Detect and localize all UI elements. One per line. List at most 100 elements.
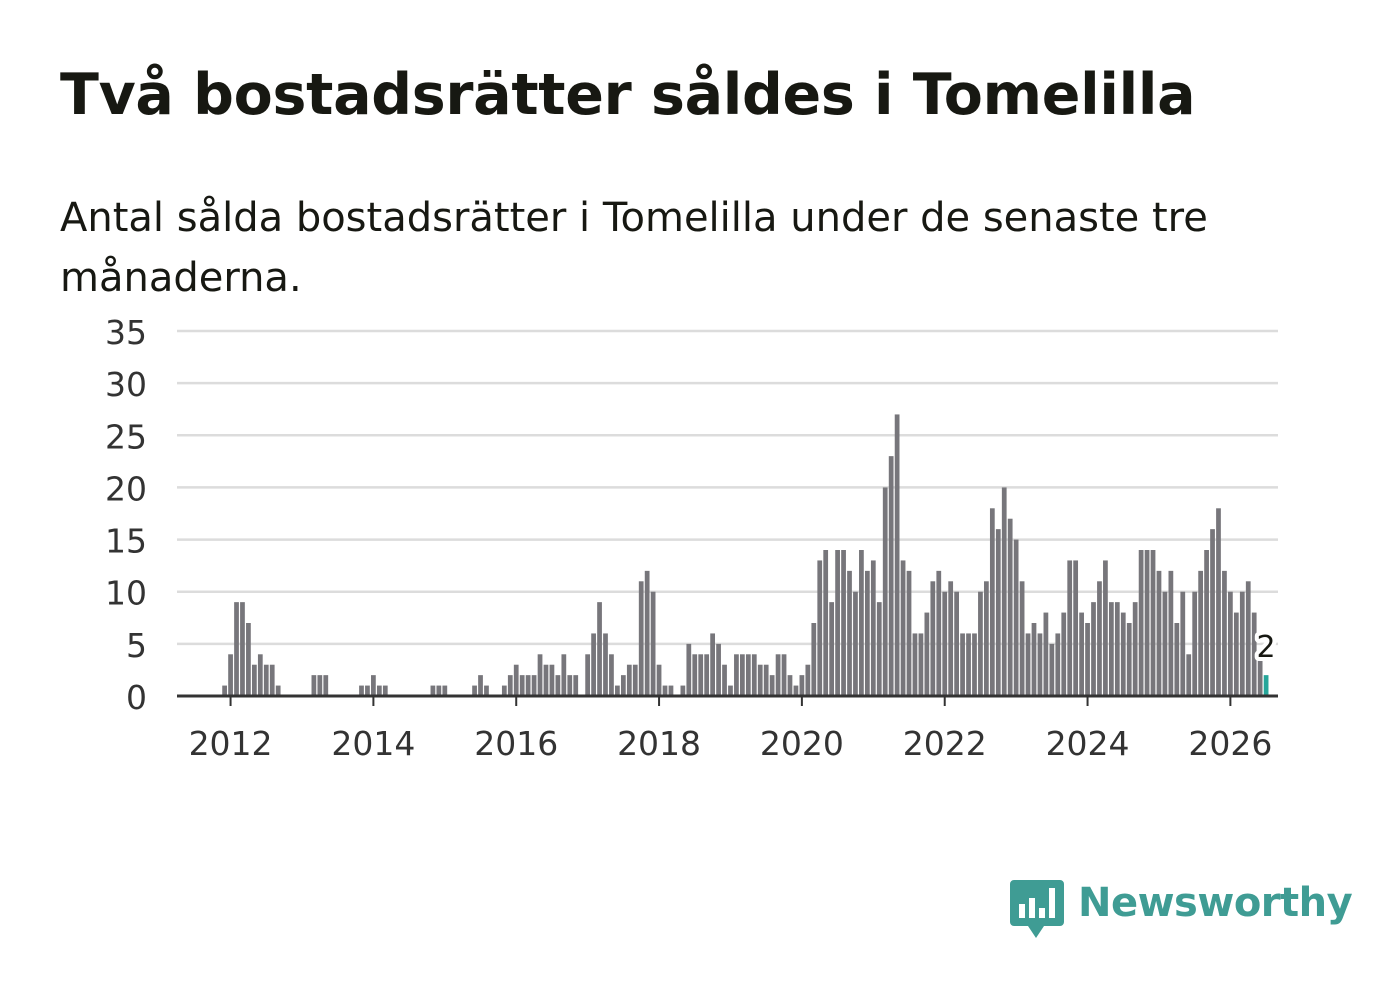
bar — [1007, 518, 1013, 696]
bar — [847, 570, 852, 696]
bar — [1251, 612, 1257, 696]
bar — [936, 570, 942, 696]
bar — [894, 414, 900, 696]
bar — [924, 612, 930, 696]
bar — [567, 675, 573, 696]
bar — [561, 654, 567, 696]
bar — [853, 591, 858, 696]
bar — [1001, 487, 1007, 696]
y-tick-label: 35 — [105, 313, 147, 352]
y-tick-label: 15 — [105, 522, 147, 561]
bar — [954, 591, 959, 696]
bar — [1239, 591, 1245, 696]
bar — [829, 602, 835, 696]
bar — [805, 664, 811, 696]
bar — [1150, 550, 1156, 696]
y-tick-label: 5 — [126, 626, 147, 665]
bar — [501, 685, 507, 696]
bar — [371, 675, 376, 696]
bar — [900, 560, 906, 696]
y-tick-label: 25 — [105, 417, 147, 456]
bar — [376, 685, 382, 696]
bar-chart-speech-bubble-icon — [1010, 880, 1064, 938]
bar — [775, 654, 781, 696]
bar — [1216, 508, 1221, 696]
x-tick-label: 2022 — [903, 724, 987, 763]
bar — [269, 664, 275, 696]
bar — [632, 664, 638, 696]
bar — [1228, 591, 1233, 696]
bar — [1073, 560, 1079, 696]
bar — [799, 675, 805, 696]
x-tick-label: 2026 — [1188, 724, 1272, 763]
bar — [620, 675, 626, 696]
bar — [817, 560, 823, 696]
bar — [1132, 602, 1138, 696]
bar — [1198, 570, 1204, 696]
bar — [531, 675, 537, 696]
bar — [1245, 581, 1251, 696]
bar — [793, 685, 799, 696]
bar — [484, 685, 489, 696]
data-label-halo: 2 — [1257, 630, 1276, 665]
bar — [537, 654, 543, 696]
chart-subtitle: Antal sålda bostadsrätter i Tomelilla un… — [60, 195, 1208, 301]
bar — [1091, 602, 1096, 696]
bar — [317, 675, 323, 696]
bar — [966, 633, 971, 696]
bar — [787, 675, 793, 696]
bar — [686, 643, 692, 696]
bar — [609, 654, 614, 696]
bar — [1162, 591, 1168, 696]
bar — [519, 675, 525, 696]
brand-logo: Newsworthy — [1010, 878, 1353, 942]
bar — [698, 654, 704, 696]
bar — [1233, 612, 1239, 696]
bar — [228, 654, 233, 696]
x-tick-label: 2024 — [1046, 724, 1130, 763]
bar — [751, 654, 757, 696]
bar — [1120, 612, 1126, 696]
bar — [1097, 581, 1102, 696]
bar — [1204, 550, 1209, 696]
bar — [769, 675, 775, 696]
bar — [359, 685, 364, 696]
bar — [626, 664, 632, 696]
bar — [1114, 602, 1120, 696]
bar — [728, 685, 733, 696]
bar — [1019, 581, 1025, 696]
bar — [841, 550, 846, 696]
bar — [989, 508, 995, 696]
bar — [311, 675, 317, 696]
bar — [543, 664, 549, 696]
bar — [864, 570, 870, 696]
bar — [734, 654, 739, 696]
bar — [740, 654, 745, 696]
bar — [960, 633, 965, 696]
bar — [870, 560, 876, 696]
bar — [722, 664, 727, 696]
bar — [930, 581, 936, 696]
bar — [638, 581, 644, 696]
bar — [573, 675, 579, 696]
x-tick-label: 2016 — [474, 724, 558, 763]
bar — [1061, 612, 1067, 696]
bar — [1067, 560, 1073, 696]
bar — [507, 675, 513, 696]
bar — [1174, 623, 1180, 696]
bar — [745, 654, 751, 696]
bar — [644, 570, 650, 696]
bar — [763, 664, 769, 696]
bar — [918, 633, 924, 696]
axes: 0 5 10 15 20 25 30 35 2012 2014 2016 2018 2020 2022 20… — [105, 313, 1278, 763]
bar — [948, 581, 954, 696]
bar — [555, 675, 561, 696]
bar — [710, 633, 715, 696]
bar — [692, 654, 698, 696]
bar — [650, 591, 656, 696]
bar — [1085, 623, 1090, 696]
bar — [615, 685, 620, 696]
bar — [1186, 654, 1192, 696]
bar — [1138, 550, 1144, 696]
